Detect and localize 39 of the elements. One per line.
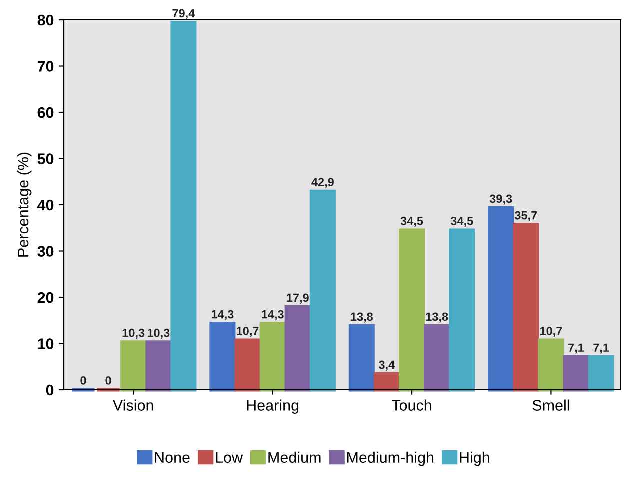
y-tick-label: 20 [38,292,54,304]
data-label: 3,4 [379,360,396,371]
data-label: 0 [80,376,86,385]
data-label: 39,3 [490,194,512,205]
data-label: 13,8 [351,312,374,323]
y-tick-label: 40 [38,200,54,211]
y-tick-label: 80 [38,14,54,26]
x-tick-label: Vision [112,400,154,411]
x-tick-label: Hearing [247,400,299,414]
data-label: 14,3 [262,310,284,320]
data-label: 14,3 [212,310,234,320]
x-tick-label: Smell [532,400,570,411]
legend-label: None [155,452,190,464]
y-tick-label: 30 [38,246,54,257]
y-tick-label: 50 [38,154,54,164]
data-label: 34,5 [400,216,424,228]
data-label: 35,7 [514,211,538,222]
data-label: 42,9 [312,178,334,188]
data-label: 13,8 [426,312,448,323]
data-label: 10,7 [540,327,562,338]
data-label: 7,1 [594,344,610,354]
legend-label: Medium [268,452,321,464]
y-axis-title: Percentage (%) [17,152,32,257]
data-label: 10,3 [122,328,145,339]
data-label: 17,9 [287,294,309,304]
data-label: 7,1 [568,344,584,354]
data-label: 79,4 [172,9,196,20]
x-tick-label: Touch [392,400,432,411]
data-label: 34,5 [450,216,474,228]
data-label: 0 [106,376,112,385]
data-label: 10,3 [148,328,170,339]
legend-label: Low [216,452,244,464]
y-tick-label: 10 [38,338,54,350]
y-tick-label: 60 [38,107,54,118]
data-label: 10,7 [237,327,259,338]
legend-label: High [460,452,490,466]
y-tick-label: 0 [46,384,54,396]
y-tick-label: 70 [38,61,54,72]
legend-label: Medium-high [347,452,434,466]
